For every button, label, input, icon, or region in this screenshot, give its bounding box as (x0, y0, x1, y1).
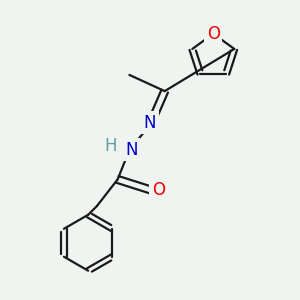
Text: N: N (125, 141, 138, 159)
Text: H: H (104, 136, 116, 154)
Text: N: N (144, 114, 156, 132)
Text: O: O (152, 181, 165, 199)
Text: O: O (207, 25, 220, 43)
